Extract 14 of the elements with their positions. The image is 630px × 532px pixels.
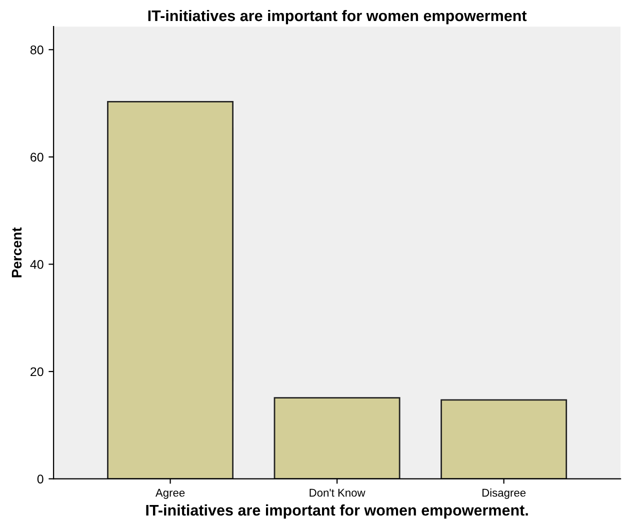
y-tick-label: 0 [37,474,44,484]
x-tick-label: Disagree [482,488,526,499]
chart-title: IT-initiatives are important for women empowerment [148,10,527,24]
x-tick-label: Don't Know [310,488,366,497]
y-axis-title: Percent [12,227,22,278]
bar [274,397,400,479]
bar [440,399,568,479]
x-tick-label: Agree [155,488,185,499]
bar [107,101,234,479]
x-axis-title: IT-initiatives are important for women empowerment. [146,504,528,519]
y-tick-label: 80 [30,45,44,54]
y-tick-label: 60 [30,152,44,162]
y-tick-label: 20 [30,367,44,376]
y-tick-label: 40 [30,260,44,269]
